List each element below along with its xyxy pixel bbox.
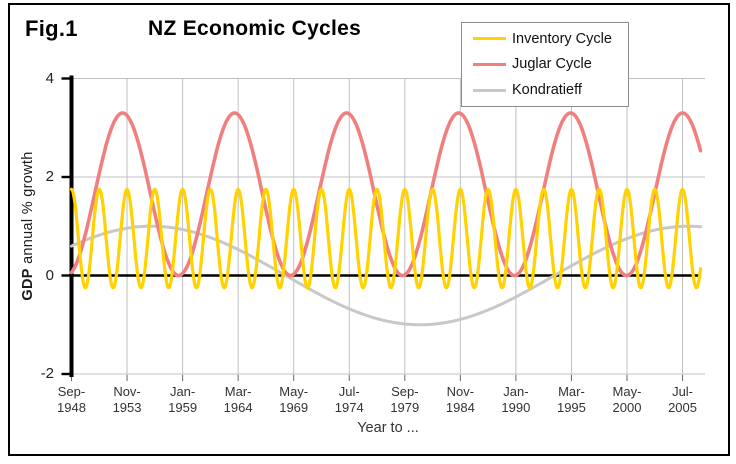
legend-label: Kondratieff [512,82,582,99]
x-tick-label-line: 2005 [668,400,697,415]
x-tick-label: Sep- 1948 [41,384,103,416]
legend-item: Kondratieff [462,82,628,98]
x-tick-label-line: Nov- [113,384,141,399]
legend-label: Inventory Cycle [512,30,612,47]
y-tick-label: 4 [45,69,54,87]
x-tick-label: May- 1969 [263,384,325,416]
y-tick-label: 2 [45,168,54,185]
x-tick-label: Nov- 1953 [96,384,158,416]
y-axis-title: GDP annual % growth [20,76,36,376]
x-tick-label-line: May- [612,384,642,399]
y-tick-label: 0 [45,266,54,284]
x-axis-title: Year to ... [357,420,419,436]
x-tick-label-line: Mar- [558,384,585,399]
x-tick-label-line: 1995 [556,400,586,415]
x-tick-label-line: Jul- [672,384,694,399]
x-tick-label: Nov- 1984 [429,384,491,416]
x-tick-label: Mar- 1995 [540,384,602,416]
legend-item: Inventory Cycle [462,31,628,47]
legend-swatch-icon [473,37,506,41]
x-tick-label-line: 1948 [57,400,86,415]
legend-swatch-icon [473,62,506,66]
y-tick-label: -2 [40,365,54,382]
legend-item: Juglar Cycle [462,56,628,72]
x-tick-label: May- 2000 [596,384,658,416]
chart-title: NZ Economic Cycles [148,17,362,40]
x-tick-label-line: 1990 [501,400,531,415]
x-tick-label-line: 1959 [168,400,198,415]
x-tick-label: Sep- 1979 [374,384,436,416]
x-tick-label: Jan- 1959 [152,384,214,416]
x-tick-label: Jul- 2005 [652,384,714,416]
x-tick-label-line: Jan- [169,384,196,399]
x-tick-label-line: 1969 [279,400,309,415]
x-tick-label-line: Mar- [224,384,252,399]
x-tick-label-line: Sep- [391,384,419,399]
x-tick-label-line: Jan- [503,384,529,399]
x-tick-label: Mar- 1964 [207,384,269,416]
x-tick-label-line: 1984 [445,400,475,415]
x-tick-label-line: 1979 [390,400,420,415]
figure-frame [8,3,730,456]
x-tick-label-line: Sep- [57,384,86,399]
x-tick-label: Jan- 1990 [485,384,547,416]
legend: Inventory Cycle Juglar Cycle Kondratieff [461,22,629,107]
legend-swatch-icon [473,88,506,92]
x-tick-label-line: Nov- [446,384,475,399]
x-tick-label-line: 1964 [223,400,253,415]
juglar-cycle-line [69,111,703,278]
x-tick-label-line: Jul- [338,384,360,399]
x-tick-label-line: May- [279,384,309,399]
x-tick-label: Jul- 1974 [318,384,380,416]
inventory-cycle-line [69,187,703,290]
x-tick-label-line: 1974 [334,400,364,415]
x-tick-label-line: 1953 [112,400,142,415]
figure-number: Fig.1 [25,16,78,41]
legend-label: Juglar Cycle [512,56,592,73]
x-tick-label-line: 2000 [612,400,642,415]
